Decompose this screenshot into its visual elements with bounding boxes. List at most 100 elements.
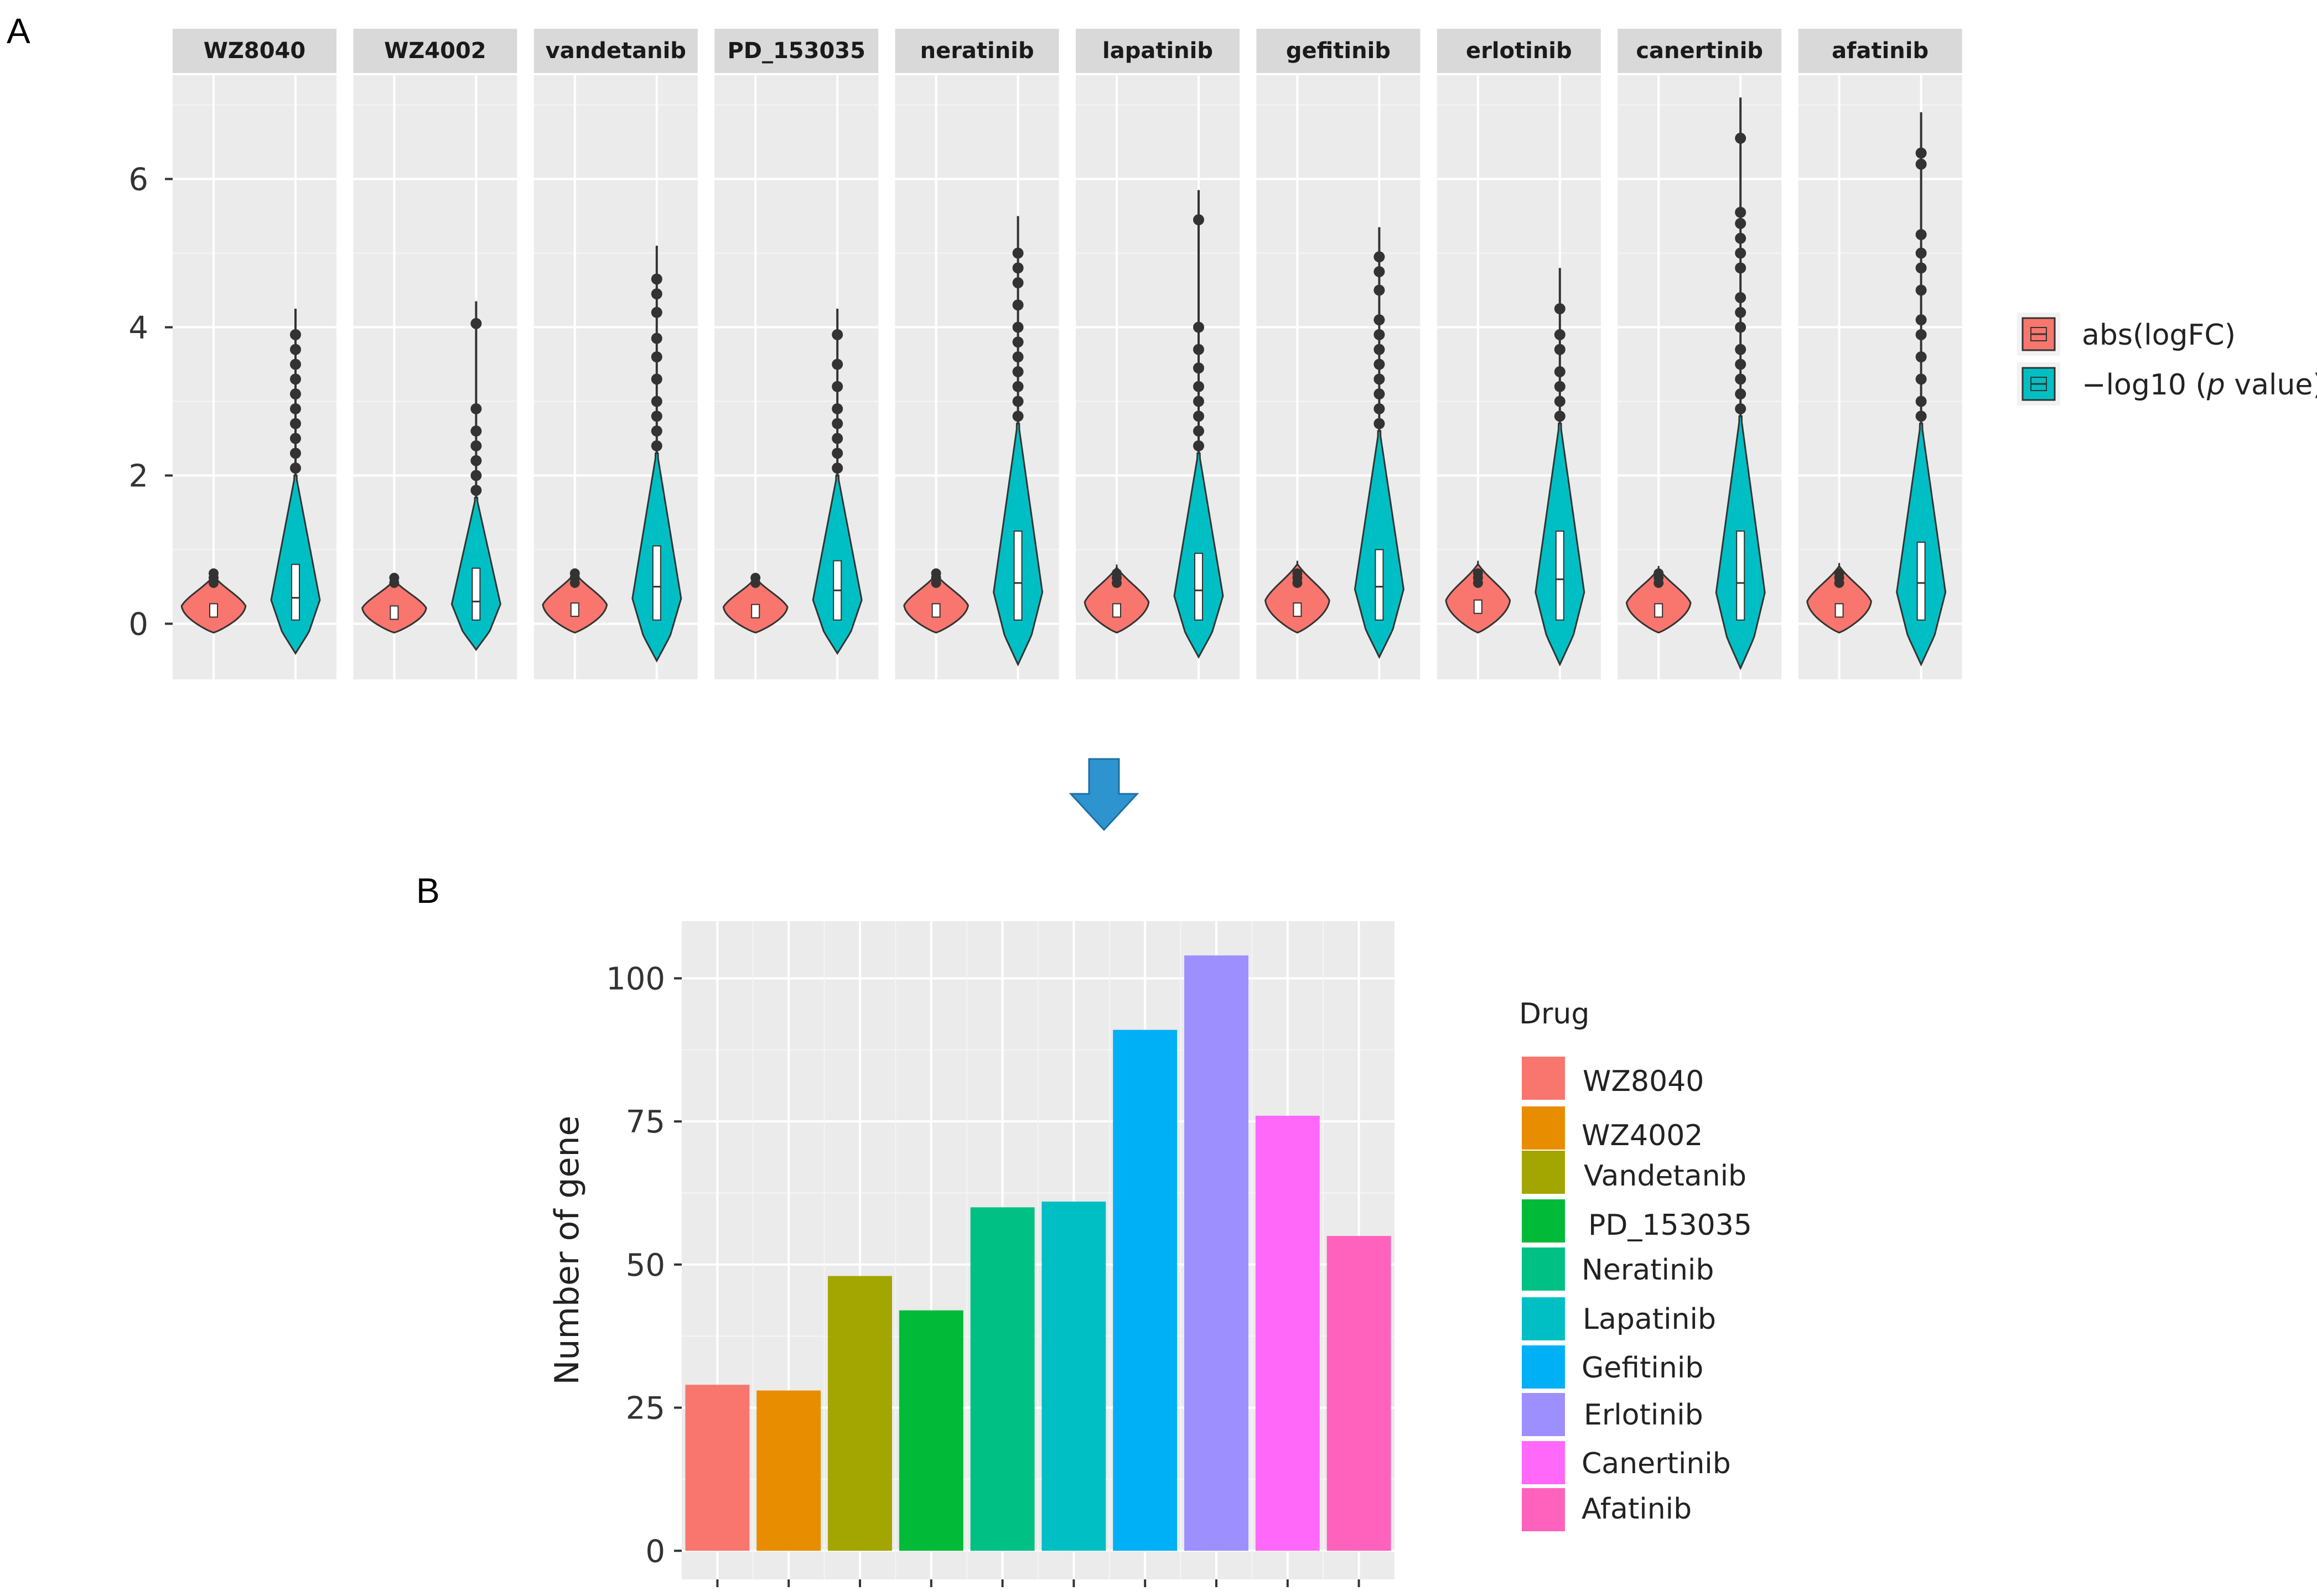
legend-key-pd_153035: [1522, 1199, 1565, 1243]
p-value-outlier: [1373, 251, 1385, 263]
p-value-outlier: [1915, 229, 1927, 241]
p-value-outlier: [1915, 247, 1927, 259]
p-value-outlier: [651, 396, 662, 407]
p-value-outlier: [1735, 206, 1746, 218]
abs-logfc-outlier: [569, 568, 580, 579]
legend-label-italic: p: [2206, 368, 2225, 402]
p-value-outlier: [832, 358, 843, 370]
legend-label: WZ4002: [1582, 1119, 1703, 1152]
abs-logfc-boxplot: [1654, 603, 1663, 618]
legend-label-prefix: −log10 (: [2082, 368, 2207, 402]
p-value-outlier: [1735, 262, 1746, 274]
p-value-outlier: [470, 403, 482, 414]
bar-vandetanib: [828, 1276, 892, 1551]
facet-lapatinib: lapatinib: [1076, 29, 1240, 679]
facet-strip: [1618, 29, 1782, 73]
abs-logfc-boxplot: [390, 605, 399, 620]
legend-label: PD_153035: [1588, 1209, 1752, 1242]
abs-logfc-boxplot: [1473, 599, 1483, 614]
p-value-outlier: [1012, 366, 1024, 377]
abs-logfc-outlier: [389, 573, 400, 583]
abs-logfc-violin: [1084, 564, 1150, 634]
p-value-outlier: [832, 448, 843, 459]
legend-key-erlotinib: [1522, 1393, 1565, 1436]
p-value-outlier: [1373, 403, 1385, 414]
p-value-outlier: [1735, 217, 1746, 229]
p-value-outlier: [1735, 388, 1746, 400]
panel-b-bar-chart: 0 25 50 75 100 Number of gene Drug WZ8040 WZ4002…: [548, 921, 1752, 1587]
p-value-outlier: [1373, 329, 1385, 340]
p-value-outlier: [651, 288, 662, 300]
p-value-outlier: [1193, 440, 1204, 451]
facet-strip-label: WZ4002: [384, 38, 486, 64]
p-value-outlier: [1735, 358, 1746, 370]
abs-logfc-boxplot: [570, 602, 579, 617]
p-value-outlier: [1193, 362, 1204, 374]
panel-a-label: A: [7, 11, 30, 51]
p-value-outlier: [1735, 306, 1746, 318]
abs-logfc-boxplot: [1112, 603, 1121, 618]
legend-label: Canertinib: [1582, 1447, 1731, 1480]
legend-key-afatinib: [1522, 1488, 1565, 1531]
p-value-outlier: [1735, 344, 1746, 355]
p-value-outlier: [651, 425, 662, 437]
p-value-outlier: [470, 425, 482, 437]
p-value-outlier: [651, 373, 662, 385]
p-value-outlier: [1735, 232, 1746, 244]
legend-label: abs(logFC): [2082, 319, 2236, 352]
abs-logfc-outlier: [209, 568, 219, 579]
abs-logfc-outlier: [1834, 568, 1844, 579]
legend-label-suffix: value): [2225, 368, 2317, 402]
legend-key-lapatinib: [1522, 1297, 1565, 1340]
p-value-outlier: [1554, 381, 1566, 392]
p-value-outlier: [1915, 147, 1927, 159]
p-value-outlier: [1193, 214, 1204, 226]
p-value-outlier: [290, 329, 301, 340]
facet-strip-label: PD_153035: [727, 38, 865, 64]
p-value-outlier: [1373, 284, 1385, 296]
y-tick-label: 0: [128, 607, 148, 643]
bar-gefitinib: [1113, 1030, 1178, 1551]
p-value-outlier: [1012, 396, 1024, 407]
y-tick-label: 4: [128, 310, 148, 346]
legend-label: Afatinib: [1582, 1493, 1692, 1526]
p-value-outlier: [1735, 247, 1746, 259]
abs-logfc-boxplot: [931, 603, 941, 618]
facet-vandetanib: vandetanib: [533, 29, 698, 679]
y-tick-label: 100: [606, 961, 665, 997]
facet-strip-label: neratinib: [920, 38, 1034, 64]
p-value-outlier: [1554, 396, 1566, 407]
p-value-outlier: [290, 418, 301, 429]
p-value-outlier: [1012, 381, 1024, 392]
legend-label: Gefitinib: [1582, 1351, 1703, 1385]
p-value-outlier: [1012, 262, 1024, 274]
p-value-outlier: [1373, 388, 1385, 400]
y-axis-title: Number of gene: [548, 1116, 587, 1385]
facet-strip: [173, 29, 336, 73]
p-value-outlier: [470, 440, 482, 451]
p-value-outlier: [1373, 418, 1385, 429]
p-value-outlier: [470, 455, 482, 466]
facet-canertinib: canertinib: [1618, 29, 1782, 679]
p-value-outlier: [651, 351, 662, 363]
p-value-outlier: [1735, 403, 1746, 414]
panel-a-legend: abs(logFC) −log10 (p value): [2017, 313, 2317, 406]
p-value-outlier: [1915, 314, 1927, 326]
p-value-outlier: [832, 329, 843, 340]
p-value-outlier: [651, 410, 662, 422]
p-value-outlier: [1193, 425, 1204, 437]
p-value-outlier: [1915, 351, 1927, 363]
p-value-outlier: [470, 470, 482, 481]
p-value-boxplot: [1555, 531, 1564, 621]
p-value-outlier: [1012, 336, 1024, 348]
facet-strip-label: lapatinib: [1102, 38, 1213, 64]
abs-logfc-outlier: [1473, 568, 1483, 579]
legend-key-vandetanib: [1522, 1151, 1565, 1194]
p-value-outlier: [651, 306, 662, 318]
abs-logfc-boxplot: [209, 603, 218, 618]
abs-logfc-outlier: [1653, 568, 1664, 579]
facet-strip-label: gefitinib: [1286, 38, 1391, 64]
y-tick-label: 25: [626, 1391, 665, 1427]
p-value-outlier: [1915, 396, 1927, 407]
facet-strip-label: vandetanib: [546, 38, 686, 64]
